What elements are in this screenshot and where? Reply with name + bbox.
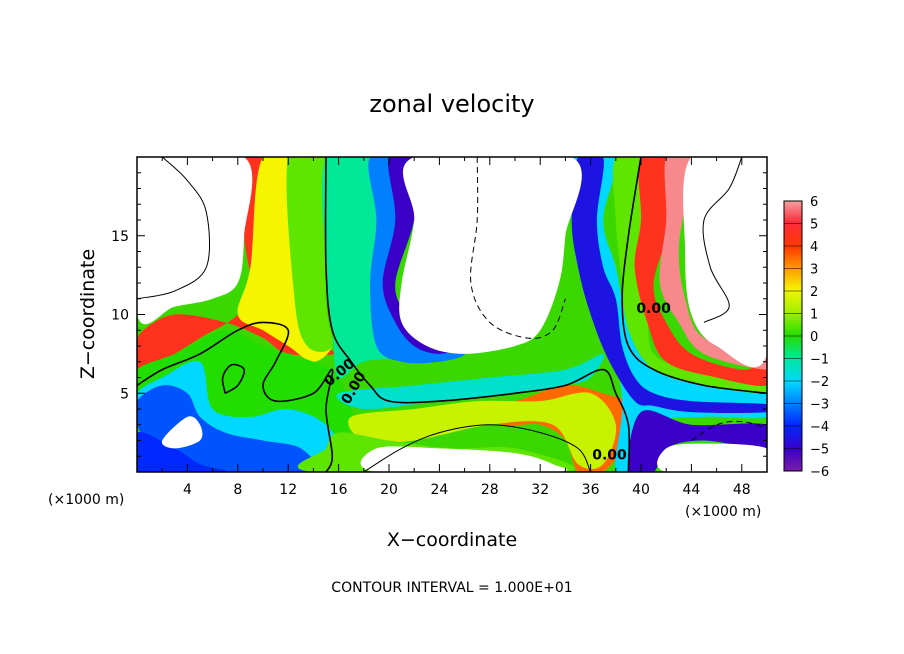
x-tick-label: 44 xyxy=(682,482,700,498)
thin-topright xyxy=(702,157,743,323)
y-tick-label: 10 xyxy=(111,308,129,324)
velocity-band-col-20-22 xyxy=(382,157,465,354)
velocity-band-center-band xyxy=(336,353,605,410)
x-tick-label: 20 xyxy=(380,482,398,498)
x-tick-label: 16 xyxy=(330,482,348,498)
velocity-band-right-low-blue xyxy=(627,410,767,472)
colorbar-tick-label: 1 xyxy=(810,308,818,323)
thin-lowcenter xyxy=(363,424,592,472)
y-tick-label: 15 xyxy=(111,229,129,245)
x-tick-label: 24 xyxy=(430,482,448,498)
colorbar-tick-label: 4 xyxy=(810,240,818,255)
x-axis-title: X−coordinate xyxy=(387,529,517,551)
x-axis: 4 8 12 16 20 24 28 32 36 40 44 48 xyxy=(161,157,751,498)
colorbar-tick-label: −2 xyxy=(810,375,829,390)
chart-title: zonal velocity xyxy=(369,90,534,118)
zero-contour-center xyxy=(324,157,631,472)
velocity-band-col-13-15 xyxy=(286,157,333,352)
velocity-band-right-col-green xyxy=(612,157,767,394)
y-unit-label: (×1000 m) xyxy=(48,492,124,508)
white-center xyxy=(399,157,582,354)
contour-interval-note: CONTOUR INTERVAL = 1.000E+01 xyxy=(331,580,572,596)
velocity-band-right-col-blue xyxy=(571,157,767,414)
velocity-band-left-low-green xyxy=(137,431,228,472)
zero-contour-right xyxy=(621,157,767,395)
white-lowleft xyxy=(161,416,203,449)
colorbar-tick-label: −6 xyxy=(810,465,829,480)
white-topright xyxy=(683,157,767,368)
colorbar-tick-label: −3 xyxy=(810,398,829,413)
colorbar: 6 5 4 3 2 1 0 −1 −2 −3 −4 −5 −6 xyxy=(783,195,829,480)
velocity-band-col-15-19 xyxy=(322,157,415,379)
contour-label: 0.00 xyxy=(636,301,671,317)
x-tick-label: 4 xyxy=(183,482,192,498)
x-unit-label: (×1000 m) xyxy=(685,504,761,520)
velocity-band-right-col-pink xyxy=(659,157,767,370)
x-tick-label: 48 xyxy=(733,482,751,498)
x-tick-label: 8 xyxy=(233,482,242,498)
white-lowright xyxy=(657,443,767,472)
x-tick-label: 40 xyxy=(632,482,650,498)
colorbar-tick-label: 3 xyxy=(810,263,818,278)
thin-topleft xyxy=(137,157,210,300)
velocity-band-right-col-cyan xyxy=(568,157,767,472)
contour-label: 0.00 xyxy=(592,447,627,463)
colorbar-tick-label: 6 xyxy=(810,195,818,210)
colorbar-tick-label: −1 xyxy=(810,353,829,368)
white-topleft xyxy=(137,157,253,325)
colorbar-tick-label: 5 xyxy=(810,218,818,233)
colorbar-tick-label: −4 xyxy=(810,420,829,435)
zero-contour-loop1 xyxy=(221,363,246,394)
x-tick-label: 32 xyxy=(531,482,549,498)
plot-area: 0.000.000.000.00 xyxy=(137,157,767,472)
x-tick-label: 36 xyxy=(582,482,600,498)
y-axis-title: Z−coordinate xyxy=(77,249,99,379)
velocity-band-center-yellow xyxy=(348,392,617,470)
colorbar-tick-label: 2 xyxy=(810,285,818,300)
zero-contour-left xyxy=(137,321,334,472)
white-lowcenter xyxy=(360,446,568,472)
colorbar-tick-label: 0 xyxy=(810,330,818,345)
velocity-band-lowleft-blue xyxy=(137,385,318,472)
y-axis: 5 10 15 xyxy=(111,172,767,457)
x-tick-label: 28 xyxy=(481,482,499,498)
y-tick-label: 5 xyxy=(120,386,129,402)
dash-center xyxy=(470,157,566,339)
x-tick-label: 12 xyxy=(279,482,297,498)
dash-right xyxy=(691,420,767,441)
colorbar-tick-label: −5 xyxy=(810,443,829,458)
